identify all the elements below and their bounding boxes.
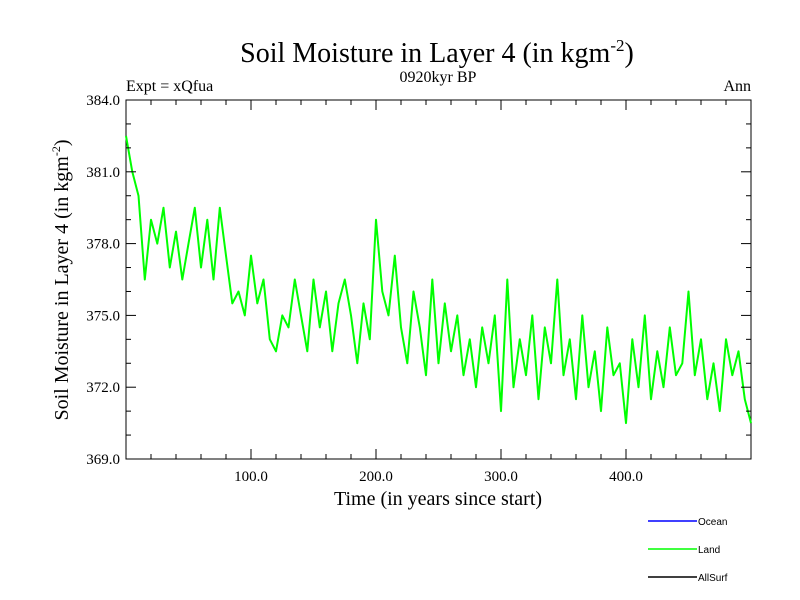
chart-subtitle: 0920kyr BP bbox=[400, 69, 477, 86]
season-label: Ann bbox=[723, 78, 751, 95]
y-axis-ticks: 369.0 372.0 375.0 378.0 381.0 384.0 bbox=[86, 93, 751, 468]
y-tick-label: 375.0 bbox=[86, 308, 120, 324]
chart-title: Soil Moisture in Layer 4 (in kgm-2) bbox=[240, 36, 634, 69]
x-axis-label: Time (in years since start) bbox=[334, 488, 542, 510]
legend-label-land: Land bbox=[698, 545, 720, 556]
x-tick-label: 300.0 bbox=[484, 469, 518, 485]
experiment-label: Expt = xQfua bbox=[126, 78, 213, 95]
x-tick-label: 200.0 bbox=[359, 469, 393, 485]
plot-frame bbox=[125, 99, 752, 460]
y-tick-label: 372.0 bbox=[86, 380, 120, 396]
y-tick-label: 378.0 bbox=[86, 237, 120, 253]
chart-title-superscript: -2 bbox=[610, 36, 624, 55]
y-axis-label: Soil Moisture in Layer 4 (in kgm-2) bbox=[49, 139, 73, 420]
legend-label-ocean: Ocean bbox=[698, 517, 727, 528]
x-tick-label: 100.0 bbox=[234, 469, 268, 485]
y-tick-label: 369.0 bbox=[86, 452, 120, 468]
y-tick-label: 384.0 bbox=[86, 93, 120, 109]
x-tick-label: 400.0 bbox=[609, 469, 643, 485]
x-axis-ticks: 100.0 200.0 300.0 400.0 bbox=[150, 100, 727, 485]
series-line-land bbox=[125, 135, 752, 425]
y-tick-label: 381.0 bbox=[86, 165, 120, 181]
y-axis-label-superscript: -2 bbox=[49, 146, 63, 156]
legend: Ocean Land AllSurf bbox=[648, 517, 728, 584]
legend-label-allsurf: AllSurf bbox=[698, 573, 728, 584]
